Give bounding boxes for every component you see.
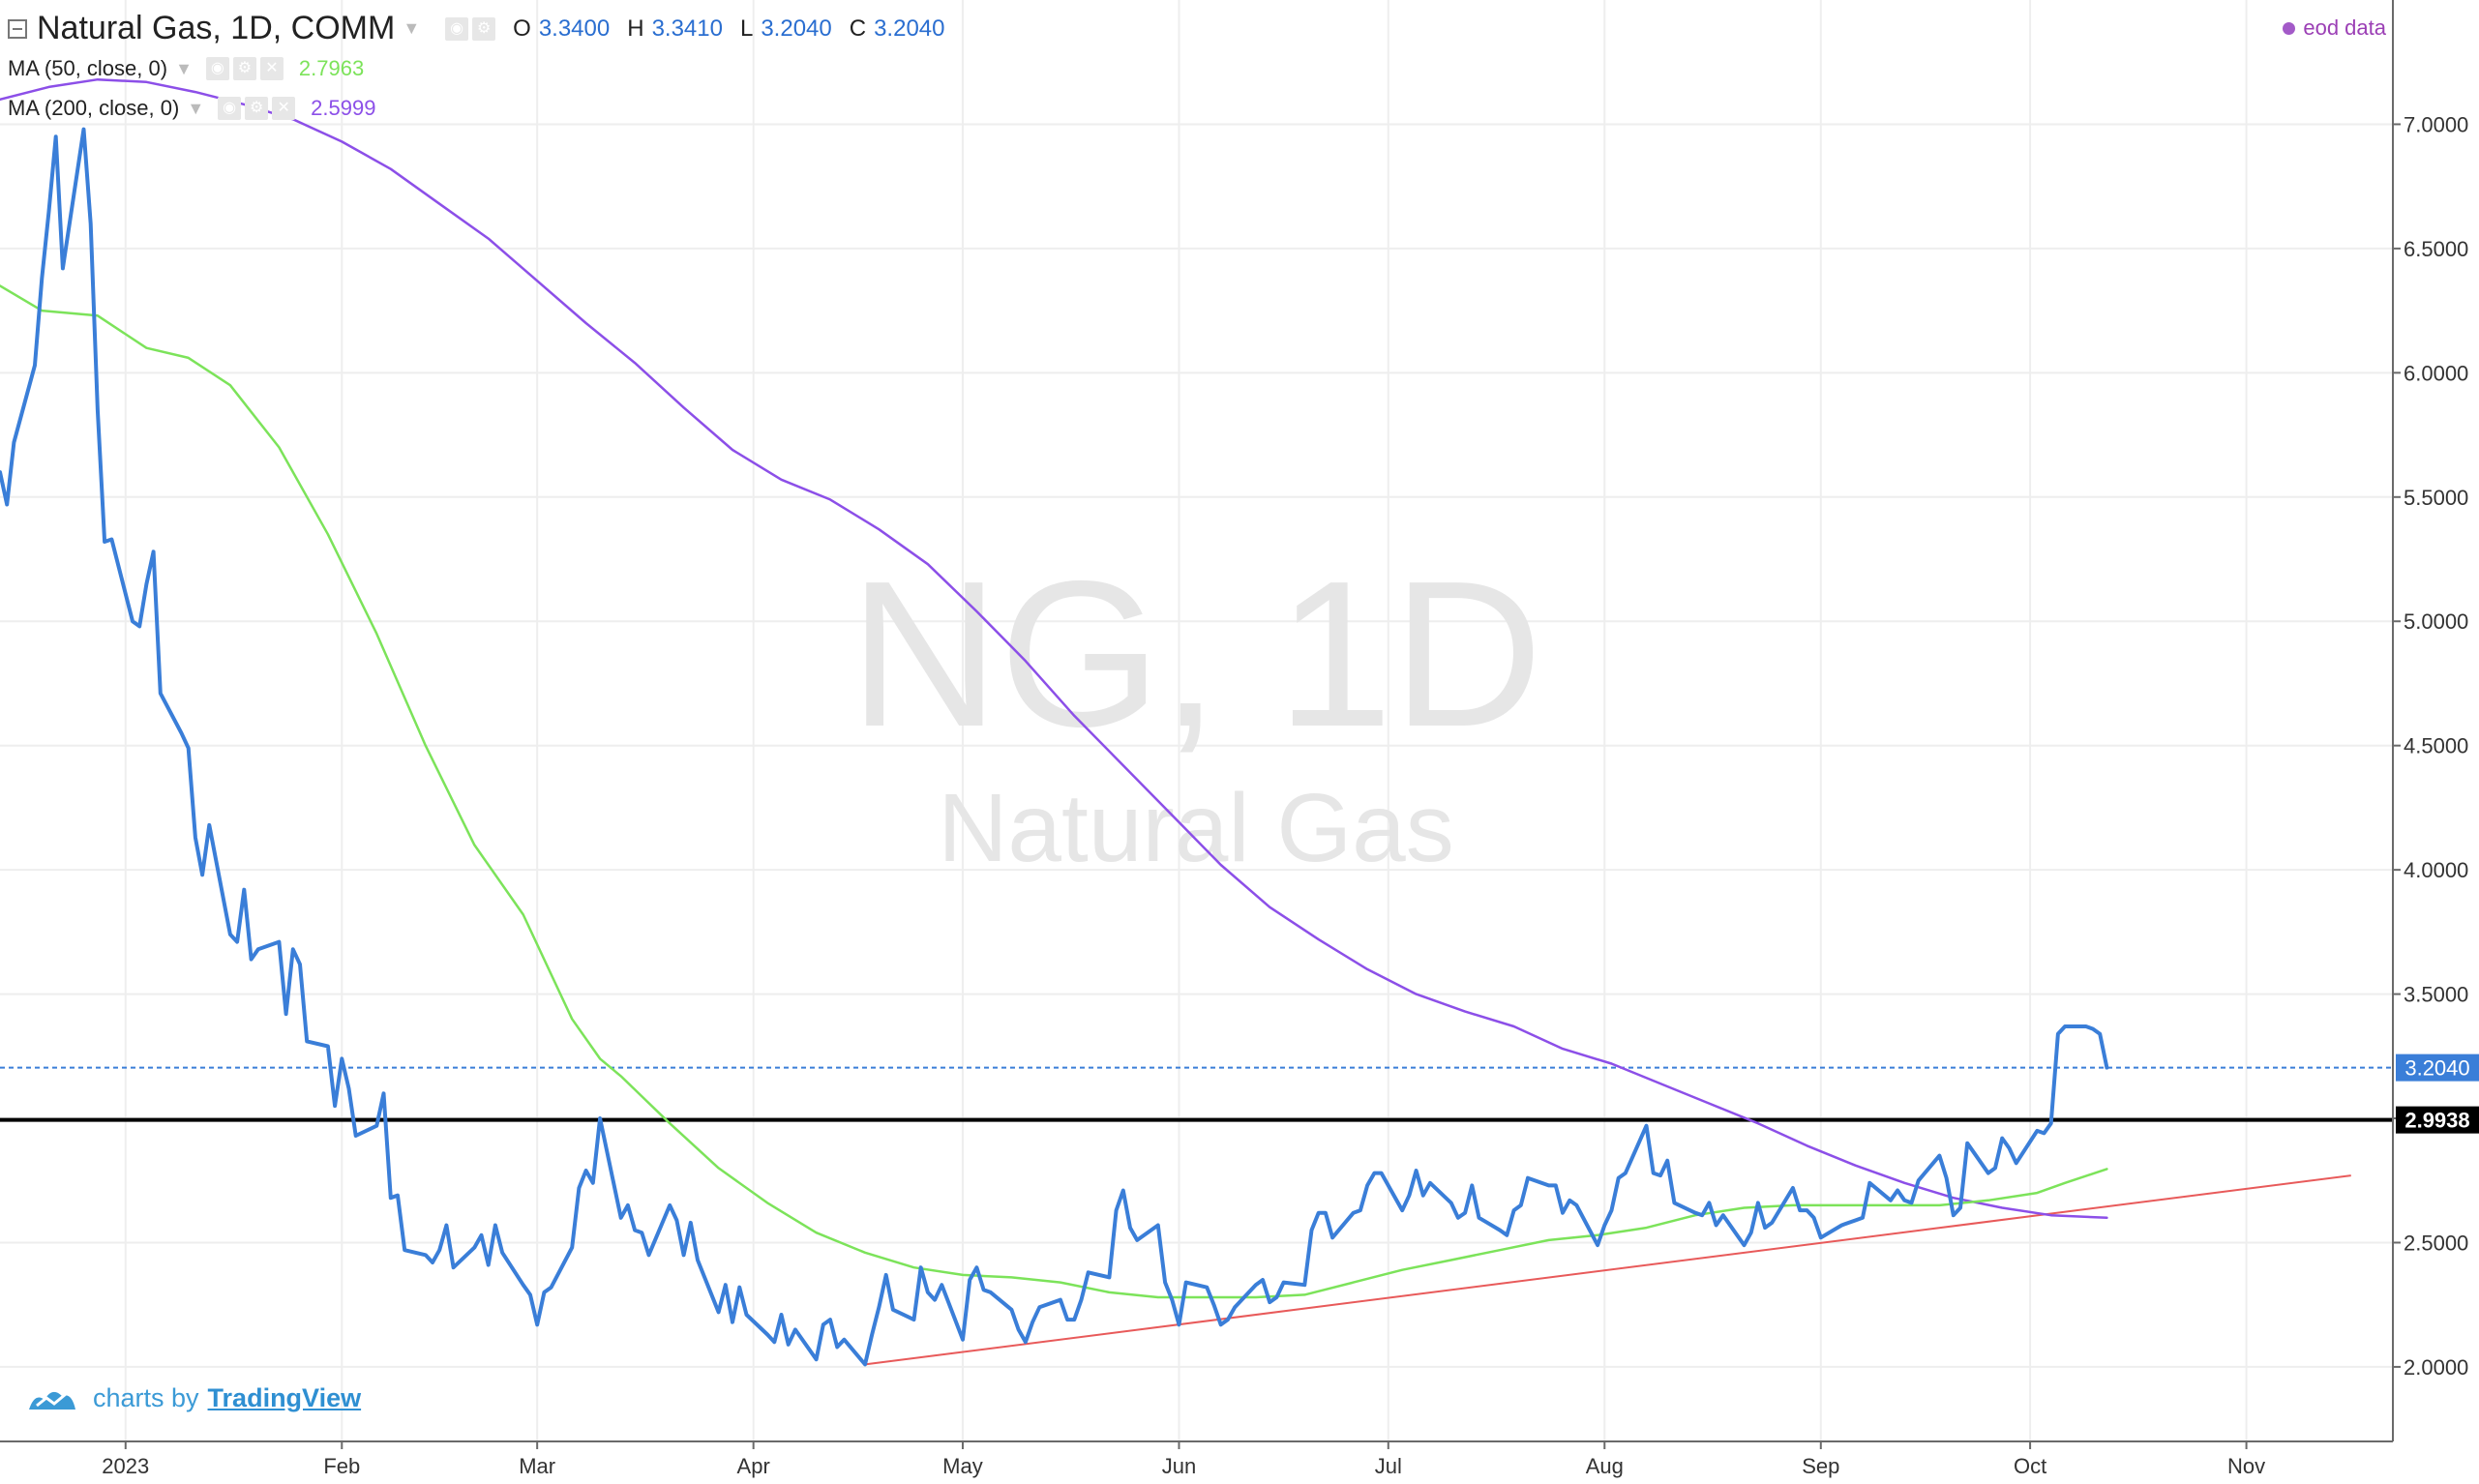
x-tick-label: Oct xyxy=(2014,1454,2046,1478)
ma200-value: 2.5999 xyxy=(311,96,376,120)
ohlc-close-value: 3.2040 xyxy=(874,15,945,42)
y-tick-label: 7.0000 xyxy=(2404,112,2468,136)
chart-grid xyxy=(0,0,2393,1441)
ohlc-low-value: 3.2040 xyxy=(761,15,832,42)
ma50-label[interactable]: MA (50, close, 0) xyxy=(8,56,168,80)
symbol-title[interactable]: Natural Gas, 1D, COMM xyxy=(37,10,396,46)
y-tick-label: 4.5000 xyxy=(2404,734,2468,758)
y-tick-label: 2.5000 xyxy=(2404,1231,2468,1255)
x-tick-label: Nov xyxy=(2227,1454,2265,1478)
ma200-line xyxy=(0,77,2108,1220)
x-tick-label: Jul xyxy=(1375,1454,1402,1478)
x-tick-label: Aug xyxy=(1586,1454,1624,1478)
price-label-text: 2.9938 xyxy=(2404,1109,2469,1133)
series-lines xyxy=(0,77,2351,1367)
ma50-legend[interactable]: MA (50, close, 0) ▼ ◉ ⚙ ✕ 2.7963 xyxy=(8,56,364,81)
chevron-down-icon[interactable]: ▼ xyxy=(403,18,421,38)
ma200-legend[interactable]: MA (200, close, 0) ▼ ◉ ⚙ ✕ 2.5999 xyxy=(8,96,375,121)
tradingview-branding[interactable]: charts by TradingView xyxy=(27,1383,361,1413)
chart-axes xyxy=(0,0,2394,1442)
symbol-header: Natural Gas, 1D, COMM ▼ ◉ ⚙ O 3.3400 H 3… xyxy=(0,10,944,47)
ma50-line xyxy=(0,284,2108,1299)
ma200-label[interactable]: MA (200, close, 0) xyxy=(8,96,180,120)
y-axis-ticks[interactable]: 2.00002.50003.00003.50004.00004.50005.00… xyxy=(2393,112,2468,1380)
gear-icon[interactable]: ⚙ xyxy=(245,97,269,120)
chevron-down-icon[interactable]: ▼ xyxy=(187,98,205,118)
y-tick-label: 5.0000 xyxy=(2404,609,2468,634)
ohlc-open-key: O xyxy=(513,15,531,42)
x-tick-label: Mar xyxy=(519,1454,555,1478)
ohlc-low-key: L xyxy=(739,15,754,42)
eye-icon[interactable]: ◉ xyxy=(218,97,242,120)
support-trendline xyxy=(864,1174,2351,1366)
gear-icon[interactable]: ⚙ xyxy=(472,16,496,41)
watermark-ticker: NG, 1D xyxy=(850,537,1543,770)
eye-icon[interactable]: ◉ xyxy=(445,16,469,41)
eod-dot-icon xyxy=(2283,21,2296,35)
x-tick-label: Sep xyxy=(1802,1454,1839,1478)
price-label-text: 3.2040 xyxy=(2404,1056,2469,1081)
gear-icon[interactable]: ⚙ xyxy=(232,57,256,80)
chevron-down-icon[interactable]: ▼ xyxy=(175,58,193,78)
eod-data-badge: eod data xyxy=(2283,15,2386,41)
tradingview-link[interactable]: TradingView xyxy=(207,1383,362,1412)
horizontal-price-lines xyxy=(0,1066,2393,1122)
close-icon[interactable]: ✕ xyxy=(259,57,284,80)
price-label-box xyxy=(2396,1106,2479,1134)
collapse-icon[interactable] xyxy=(8,18,27,39)
close-icon[interactable]: ✕ xyxy=(272,97,296,120)
x-tick-label: Feb xyxy=(323,1454,360,1478)
ohlc-high-key: H xyxy=(627,15,644,42)
chart-watermark: NG, 1D Natural Gas xyxy=(850,537,1543,882)
watermark-name: Natural Gas xyxy=(938,774,1454,882)
eye-icon[interactable]: ◉ xyxy=(205,57,229,80)
x-axis-ticks[interactable]: 2023 Feb Mar Apr May Jun Jul Aug Sep Oct Nov xyxy=(102,1441,2265,1478)
ohlc-open-value: 3.3400 xyxy=(538,15,611,42)
tradingview-logo-icon xyxy=(29,1391,75,1410)
x-tick-label: May xyxy=(942,1454,983,1478)
price-axis-labels: 3.2040 2.9938 xyxy=(2396,1054,2479,1134)
y-tick-label: 6.5000 xyxy=(2404,237,2468,261)
branding-prefix: charts by xyxy=(93,1383,199,1412)
ohlc-close-key: C xyxy=(849,15,867,42)
y-tick-label: 2.0000 xyxy=(2404,1355,2468,1380)
price-label-box xyxy=(2396,1054,2479,1082)
x-tick-label: 2023 xyxy=(102,1454,149,1478)
y-tick-label: 6.0000 xyxy=(2404,361,2468,385)
x-tick-label: Jun xyxy=(1162,1454,1196,1478)
ma50-value: 2.7963 xyxy=(298,56,365,80)
price-line xyxy=(0,127,2109,1367)
y-tick-label: 3.5000 xyxy=(2404,983,2468,1007)
eod-label: eod data xyxy=(2303,15,2386,40)
y-tick-label: 4.0000 xyxy=(2404,858,2468,882)
y-tick-label: 5.5000 xyxy=(2404,486,2468,510)
ohlc-high-value: 3.3410 xyxy=(651,15,723,42)
x-tick-label: Apr xyxy=(737,1454,770,1478)
